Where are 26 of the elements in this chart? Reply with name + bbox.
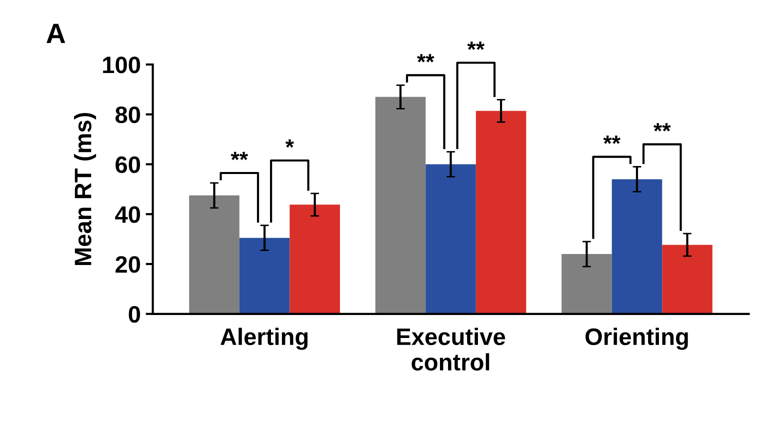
y-tick-label: 40: [115, 206, 140, 223]
bar: [662, 244, 712, 314]
y-tick-label: 80: [115, 106, 140, 124]
y-axis-title: Mean RT (ms): [74, 112, 96, 266]
bar: [239, 238, 290, 314]
y-tick-label: 60: [116, 156, 140, 174]
bar: [290, 204, 340, 314]
x-tick-label: Executive control: [397, 328, 506, 371]
annotation: **: [230, 152, 248, 160]
x-tick-label: Orienting: [585, 328, 688, 350]
bar: [375, 96, 426, 314]
chart-title: A: [46, 24, 66, 43]
annotation: **: [603, 136, 620, 144]
annotation: **: [654, 123, 671, 132]
text: **: [467, 42, 485, 50]
y-tick-label: 0: [128, 306, 140, 323]
x-tick-label: Alerting: [220, 328, 308, 350]
bar: [476, 110, 526, 314]
bar: [189, 195, 240, 314]
bar: [426, 164, 476, 314]
y-tick-label: 100: [103, 56, 140, 74]
annotation: *: [285, 139, 294, 148]
bar: [562, 254, 612, 314]
bar: [612, 179, 662, 314]
text: **: [417, 54, 434, 62]
y-tick-label: 20: [116, 256, 140, 273]
